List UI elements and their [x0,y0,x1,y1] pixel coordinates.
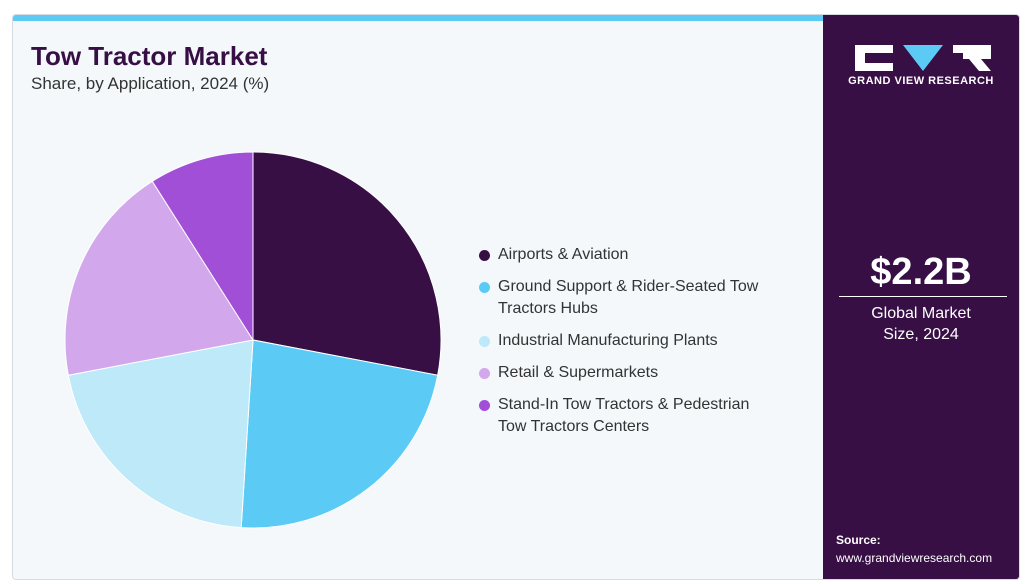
chart-title: Tow Tractor Market [31,41,268,71]
pie-slice [67,339,254,529]
pie-slice [252,151,442,376]
legend-marker [479,400,490,411]
legend-marker [479,282,490,293]
card: Tow Tractor Market Share, by Application… [12,14,1020,580]
market-size-value: $2.2B [870,251,972,293]
legend-label: Airports & Aviation [498,246,629,263]
pie-slice [64,180,254,376]
market-size-label: Global Market Size, 2024 [871,305,971,343]
legend-item: Ground Support & Rider-Seated Tow Tracto… [479,276,778,320]
legend-marker [479,368,490,379]
legend-item: Industrial Manufacturing Plants [479,330,778,352]
legend-label: Retail & Supermarkets [498,364,659,381]
legend-label: Industrial Manufacturing Plants [498,332,718,349]
source-label: Source: [836,533,881,547]
logo [855,45,991,71]
legend-label: Ground Support & Rider-Seated Tow Tracto… [498,278,759,317]
pie-chart [64,151,442,529]
top-stripe [13,15,823,21]
divider [839,296,1007,297]
pie-slice [151,151,254,342]
legend-label: Stand-In Tow Tractors & Pedestrian Tow T… [498,396,750,435]
side-panel: GRAND VIEW RESEARCH $2.2B Global Market … [823,15,1019,579]
source-url: www.grandviewresearch.com [836,551,993,565]
brand-name: GRAND VIEW RESEARCH [848,75,994,87]
legend-item: Stand-In Tow Tractors & Pedestrian Tow T… [479,394,778,438]
legend-item: Airports & Aviation [479,244,778,266]
legend-item: Retail & Supermarkets [479,362,778,384]
legend-marker [479,250,490,261]
legend: Airports & Aviation Ground Support & Ride… [479,244,778,448]
chart-subtitle: Share, by Application, 2024 (%) [31,74,270,93]
pie-slice [240,339,439,529]
legend-marker [479,336,490,347]
